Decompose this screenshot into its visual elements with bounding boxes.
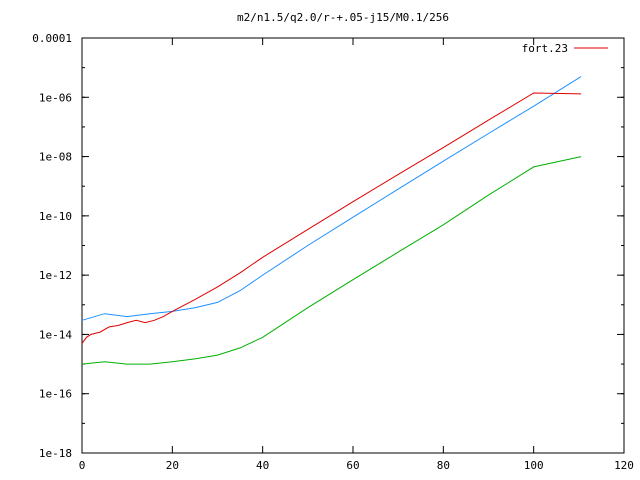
y-axis: 1e-18 1e-16 1e-14 1e-12 1e-10 1e-08 1e-06 0.000…	[32, 32, 624, 460]
series-line-2	[81, 156, 582, 365]
y-tick-label: 1e-10	[39, 210, 72, 223]
x-tick-label: 20	[166, 459, 179, 472]
legend: fort.23	[522, 42, 608, 55]
y-tick-label: 1e-14	[39, 328, 72, 341]
y-tick-label: 1e-16	[39, 388, 72, 401]
x-tick-label: 80	[437, 459, 450, 472]
series-line-0	[81, 92, 582, 344]
series-layer	[81, 76, 582, 365]
x-tick-label: 0	[79, 459, 86, 472]
x-tick-label: 100	[524, 459, 544, 472]
y-tick-label: 0.0001	[32, 32, 72, 45]
series-line-1	[81, 76, 582, 321]
x-tick-label: 60	[346, 459, 359, 472]
chart-title: m2/n1.5/q2.0/r-+.05-j15/M0.1/256	[237, 11, 449, 24]
x-tick-label: 40	[256, 459, 269, 472]
x-tick-label: 120	[614, 459, 634, 472]
y-tick-label: 1e-18	[39, 447, 72, 460]
legend-label-fort23: fort.23	[522, 42, 568, 55]
y-tick-label: 1e-06	[39, 91, 72, 104]
y-tick-label: 1e-08	[39, 151, 72, 164]
x-axis: 0 20 40 60 80 100 120	[79, 38, 634, 472]
y-tick-label: 1e-12	[39, 269, 72, 282]
